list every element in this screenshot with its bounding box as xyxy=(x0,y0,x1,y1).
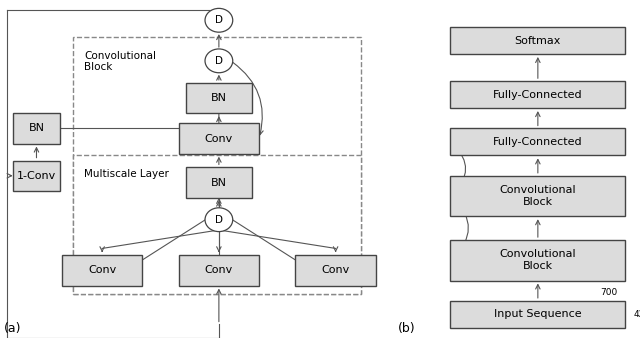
Text: Convolutional
Block: Convolutional Block xyxy=(84,51,156,72)
Bar xyxy=(451,240,625,281)
Ellipse shape xyxy=(205,49,233,73)
Bar xyxy=(296,255,376,286)
Text: Multiscale Layer: Multiscale Layer xyxy=(84,169,169,179)
Text: Fully-Connected: Fully-Connected xyxy=(493,137,582,147)
Bar xyxy=(451,301,625,328)
Text: Convolutional
Block: Convolutional Block xyxy=(500,249,576,271)
Bar xyxy=(73,155,361,294)
Text: Conv: Conv xyxy=(205,265,233,275)
Text: Conv: Conv xyxy=(205,134,233,144)
Bar xyxy=(13,113,60,144)
Text: Fully-Connected: Fully-Connected xyxy=(493,90,582,100)
Text: BN: BN xyxy=(211,177,227,188)
Text: (b): (b) xyxy=(398,322,416,335)
Bar xyxy=(451,176,625,216)
Bar xyxy=(13,161,60,191)
Text: BN: BN xyxy=(28,123,44,134)
Text: 42: 42 xyxy=(634,310,640,319)
Bar xyxy=(186,83,252,113)
Text: Convolutional
Block: Convolutional Block xyxy=(500,185,576,207)
Bar xyxy=(451,81,625,108)
Bar xyxy=(451,27,625,54)
Text: BN: BN xyxy=(211,93,227,103)
Text: D: D xyxy=(215,56,223,66)
Bar xyxy=(62,255,142,286)
Bar xyxy=(451,128,625,155)
Bar xyxy=(73,37,361,294)
Text: Softmax: Softmax xyxy=(515,35,561,46)
Text: Input Sequence: Input Sequence xyxy=(494,309,582,319)
Bar xyxy=(179,123,259,154)
Text: 700: 700 xyxy=(600,288,617,297)
Text: D: D xyxy=(215,15,223,25)
Text: (a): (a) xyxy=(4,322,21,335)
Text: D: D xyxy=(215,215,223,225)
Text: 1-Conv: 1-Conv xyxy=(17,171,56,181)
Text: Conv: Conv xyxy=(88,265,116,275)
Ellipse shape xyxy=(205,8,233,32)
Text: Conv: Conv xyxy=(321,265,349,275)
Bar xyxy=(179,255,259,286)
Bar xyxy=(186,167,252,198)
Ellipse shape xyxy=(205,208,233,232)
